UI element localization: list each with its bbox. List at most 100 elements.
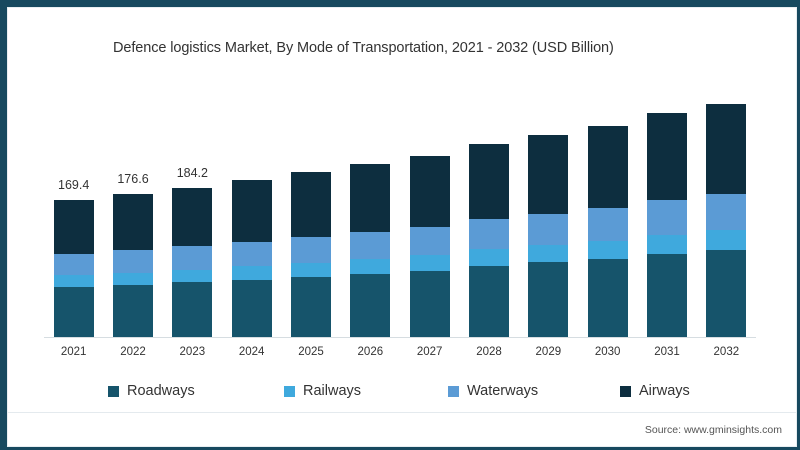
legend-item-roadways[interactable]: Roadways: [108, 383, 195, 399]
bar-value-label-2022: 176.6: [117, 171, 149, 186]
x-tick-2026: 2026: [357, 346, 384, 358]
bar-stack: [53, 199, 94, 337]
bar-segment-roadways[interactable]: [291, 276, 331, 337]
bar-segment-roadways[interactable]: [53, 286, 94, 337]
bar-stack: [587, 125, 628, 337]
bar-2027[interactable]: [409, 156, 450, 337]
bar-segment-railways[interactable]: [469, 249, 509, 266]
legend-label: Roadways: [127, 383, 195, 399]
x-tick-2023: 2023: [179, 346, 206, 358]
bar-segment-railways[interactable]: [53, 275, 94, 287]
bar-2032[interactable]: [706, 103, 747, 337]
x-tick-2021: 2021: [60, 346, 87, 358]
bar-segment-airways[interactable]: [53, 199, 94, 254]
bar-segment-airways[interactable]: [587, 125, 628, 208]
bar-segment-roadways[interactable]: [469, 265, 509, 337]
bar-2023[interactable]: [172, 187, 213, 337]
bar-segment-airways[interactable]: [647, 113, 687, 201]
bar-segment-airways[interactable]: [409, 156, 450, 227]
bar-segment-waterways[interactable]: [706, 193, 747, 231]
bar-segment-airways[interactable]: [469, 144, 509, 220]
bar-2030[interactable]: [587, 125, 628, 337]
bar-segment-roadways[interactable]: [647, 254, 687, 337]
bar-2031[interactable]: [647, 113, 687, 337]
bar-segment-waterways[interactable]: [409, 226, 450, 256]
bar-segment-waterways[interactable]: [113, 250, 153, 273]
bar-segment-airways[interactable]: [291, 172, 331, 237]
bar-segment-airways[interactable]: [231, 179, 272, 242]
bar-segment-railways[interactable]: [350, 259, 391, 274]
bar-segment-roadways[interactable]: [587, 258, 628, 337]
legend-label: Railways: [303, 383, 362, 399]
bar-segment-roadways[interactable]: [528, 262, 569, 337]
bar-segment-railways[interactable]: [587, 240, 628, 259]
bar-stack: [409, 156, 450, 337]
bar-segment-airways[interactable]: [706, 103, 747, 194]
bar-value-label-2021: 169.4: [58, 177, 90, 192]
x-tick-2031: 2031: [654, 346, 680, 358]
bar-stack: [647, 113, 687, 337]
bar-2022[interactable]: [113, 193, 153, 337]
bar-segment-railways[interactable]: [172, 269, 213, 283]
source-attribution: Source: www.gminsights.com: [644, 424, 782, 436]
bar-segment-waterways[interactable]: [587, 207, 628, 241]
bar-segment-roadways[interactable]: [706, 250, 747, 337]
x-tick-2030: 2030: [594, 346, 621, 358]
legend-item-waterways[interactable]: Waterways: [448, 383, 538, 399]
legend-swatch-icon: [620, 385, 631, 397]
x-tick-2024: 2024: [238, 346, 265, 358]
legend-swatch-icon: [448, 385, 459, 397]
bar-segment-roadways[interactable]: [172, 282, 213, 337]
bar-segment-railways[interactable]: [231, 266, 272, 280]
bar-segment-airways[interactable]: [528, 135, 569, 214]
bar-segment-airways[interactable]: [113, 193, 153, 251]
bar-stack: [706, 103, 747, 337]
bar-2025[interactable]: [291, 172, 331, 337]
legend-swatch-icon: [108, 385, 119, 397]
footer-divider: [8, 412, 797, 413]
bar-2028[interactable]: [469, 144, 509, 337]
bar-segment-roadways[interactable]: [350, 273, 391, 337]
bar-stack: [528, 135, 569, 337]
bar-segment-railways[interactable]: [291, 262, 331, 277]
bar-segment-roadways[interactable]: [113, 284, 153, 337]
bar-2026[interactable]: [350, 164, 391, 337]
bar-segment-waterways[interactable]: [469, 219, 509, 250]
bar-segment-waterways[interactable]: [231, 241, 272, 267]
x-axis-line: [44, 337, 756, 338]
bar-segment-waterways[interactable]: [53, 253, 94, 276]
chart-title: Defence logistics Market, By Mode of Tra…: [113, 40, 614, 56]
chart-legend: Roadways Railways Waterways Airways: [108, 383, 708, 405]
bar-segment-airways[interactable]: [172, 187, 213, 247]
bar-segment-waterways[interactable]: [172, 246, 213, 270]
bar-stack: [469, 144, 509, 337]
bar-stack: [231, 179, 272, 337]
bar-2029[interactable]: [528, 135, 569, 337]
legend-label: Airways: [639, 383, 690, 399]
bar-segment-railways[interactable]: [706, 230, 747, 251]
bar-segment-waterways[interactable]: [528, 213, 569, 246]
legend-item-railways[interactable]: Railways: [284, 383, 361, 399]
x-tick-2029: 2029: [535, 346, 562, 358]
bar-value-label-2023: 184.2: [176, 165, 208, 180]
bar-2024[interactable]: [231, 179, 272, 337]
bar-segment-waterways[interactable]: [350, 232, 391, 260]
bar-segment-roadways[interactable]: [409, 270, 450, 337]
x-tick-2022: 2022: [120, 346, 146, 358]
bar-segment-waterways[interactable]: [647, 200, 687, 236]
legend-swatch-icon: [284, 385, 295, 397]
bar-segment-railways[interactable]: [647, 235, 687, 255]
bar-segment-roadways[interactable]: [231, 279, 272, 337]
bar-2021[interactable]: [53, 199, 94, 337]
x-tick-2027: 2027: [416, 346, 443, 358]
bar-segment-airways[interactable]: [350, 164, 391, 233]
bar-segment-railways[interactable]: [528, 245, 569, 263]
bar-segment-waterways[interactable]: [291, 236, 331, 263]
legend-item-airways[interactable]: Airways: [620, 383, 690, 399]
bar-segment-railways[interactable]: [113, 272, 153, 285]
legend-label: Waterways: [467, 383, 539, 399]
bar-segment-railways[interactable]: [409, 255, 450, 271]
x-tick-2032: 2032: [713, 346, 740, 358]
bar-stack: [172, 187, 213, 337]
